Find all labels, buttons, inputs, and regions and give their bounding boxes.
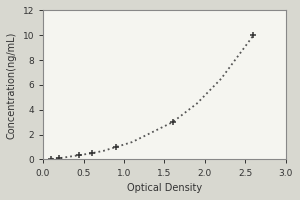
Y-axis label: Concentration(ng/mL): Concentration(ng/mL): [7, 31, 17, 139]
X-axis label: Optical Density: Optical Density: [127, 183, 202, 193]
